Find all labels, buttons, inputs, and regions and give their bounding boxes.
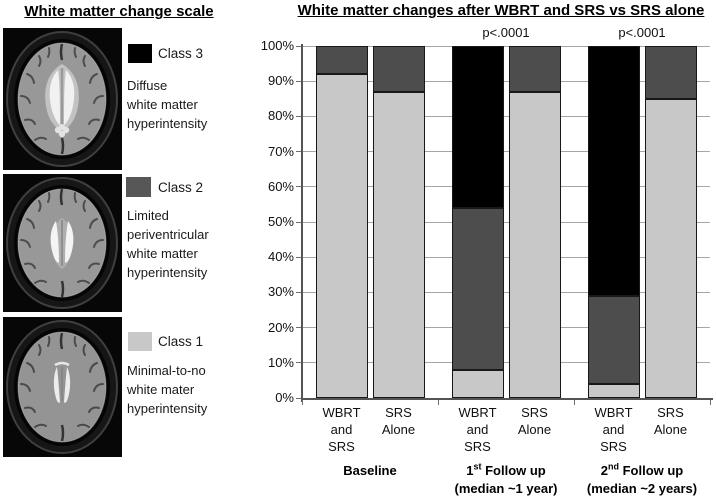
bar-segment-class-2: [587, 295, 640, 384]
y-axis-tick: [296, 291, 302, 293]
x-axis-tick: [710, 400, 711, 405]
y-axis-tick: [296, 80, 302, 82]
stacked-bar: [644, 46, 697, 398]
bar-segment-class-1: [372, 91, 425, 398]
y-axis-tick-label: 80%: [267, 108, 294, 124]
brain-mri-class2-image: [3, 174, 122, 312]
x-axis-tick: [438, 400, 439, 405]
y-axis-tick-label: 50%: [267, 214, 294, 229]
class1-description: Minimal-to-no white mater hyperintensity: [127, 363, 208, 416]
class2-label: Class 2: [158, 180, 204, 195]
p-value-annotation: p<.0001: [482, 25, 530, 40]
x-axis-tick: [302, 400, 303, 405]
bar-segment-class-1: [315, 74, 368, 398]
chart-title: White matter changes after WBRT and SRS …: [297, 2, 705, 19]
brain-mri-class1-image: [3, 317, 122, 457]
x-axis-category-label: SRS Alone: [653, 405, 688, 437]
x-axis-line: [301, 398, 713, 400]
y-axis-tick: [296, 221, 302, 223]
class2-description: Limited periventricular white matter hyperi…: [127, 208, 209, 280]
gridline: [302, 151, 710, 153]
p-value-annotation: p<.0001: [618, 25, 666, 40]
bar-segment-class-2: [372, 46, 425, 92]
bar-segment-class-1: [451, 369, 504, 398]
bar-segment-class-2: [315, 46, 368, 75]
x-axis-category-label: SRS Alone: [517, 405, 552, 437]
y-axis-tick: [296, 186, 302, 188]
gridline: [302, 186, 710, 188]
bar-segment-class-1: [508, 91, 561, 398]
y-axis-tick: [296, 115, 302, 117]
gridline: [302, 256, 710, 258]
class1-swatch: [128, 332, 152, 351]
y-axis-tick-label: 10%: [267, 354, 294, 370]
y-axis-tick: [296, 256, 302, 258]
y-axis-line: [301, 44, 303, 402]
class2-swatch: [126, 177, 151, 197]
y-axis-tick-label: 100%: [260, 38, 294, 53]
brain-mri-class3-image: [3, 28, 122, 170]
y-axis-tick: [296, 151, 302, 153]
class1-label: Class 1: [158, 334, 204, 349]
x-axis-group-label: Baseline: [343, 463, 397, 478]
gridline: [302, 291, 710, 293]
stacked-bar: [315, 46, 368, 398]
y-axis-tick: [296, 327, 302, 329]
x-axis-category-label: WBRT and SRS: [594, 405, 633, 454]
class3-label: Class 3: [158, 46, 204, 61]
gridline: [302, 45, 710, 47]
bar-segment-class-2: [451, 207, 504, 370]
stacked-bar: [508, 46, 561, 398]
x-axis-category-label: WBRT and SRS: [322, 405, 361, 454]
x-axis-category-label: WBRT and SRS: [458, 405, 497, 454]
x-axis-category-label: SRS Alone: [381, 405, 416, 437]
y-axis-tick-label: 0%: [275, 390, 294, 405]
y-axis-tick-label: 20%: [267, 319, 294, 335]
x-axis-group-label: 1st Follow up (median ~1 year): [454, 461, 558, 496]
gridline: [302, 221, 710, 223]
left-panel-title: White matter change scale: [24, 3, 214, 20]
gridline: [302, 362, 710, 364]
y-axis-tick: [296, 397, 302, 399]
bar-segment-class-3: [451, 46, 504, 208]
gridline: [302, 327, 710, 329]
bar-segment-class-2: [508, 46, 561, 92]
x-axis-tick: [574, 400, 575, 405]
stacked-bar: [451, 46, 504, 398]
x-axis-group-label: 2nd Follow up (median ~2 years): [586, 461, 698, 496]
stacked-bar: [587, 46, 640, 398]
bar-segment-class-3: [587, 46, 640, 296]
y-axis-tick-label: 60%: [267, 178, 294, 194]
y-axis-tick: [296, 362, 302, 364]
bar-segment-class-1: [587, 383, 640, 398]
y-axis-tick-label: 40%: [267, 249, 294, 265]
bar-segment-class-1: [644, 98, 697, 398]
stacked-bar: [372, 46, 425, 398]
gridline: [302, 80, 710, 82]
class3-swatch: [128, 44, 152, 63]
y-axis-tick: [296, 45, 302, 47]
gridline: [302, 115, 710, 117]
class3-description: Diffuse white matter hyperintensity: [127, 78, 208, 131]
y-axis-tick-label: 70%: [267, 143, 294, 159]
bar-segment-class-2: [644, 46, 697, 99]
y-axis-tick-label: 30%: [267, 284, 294, 300]
y-axis-tick-label: 90%: [267, 73, 294, 89]
